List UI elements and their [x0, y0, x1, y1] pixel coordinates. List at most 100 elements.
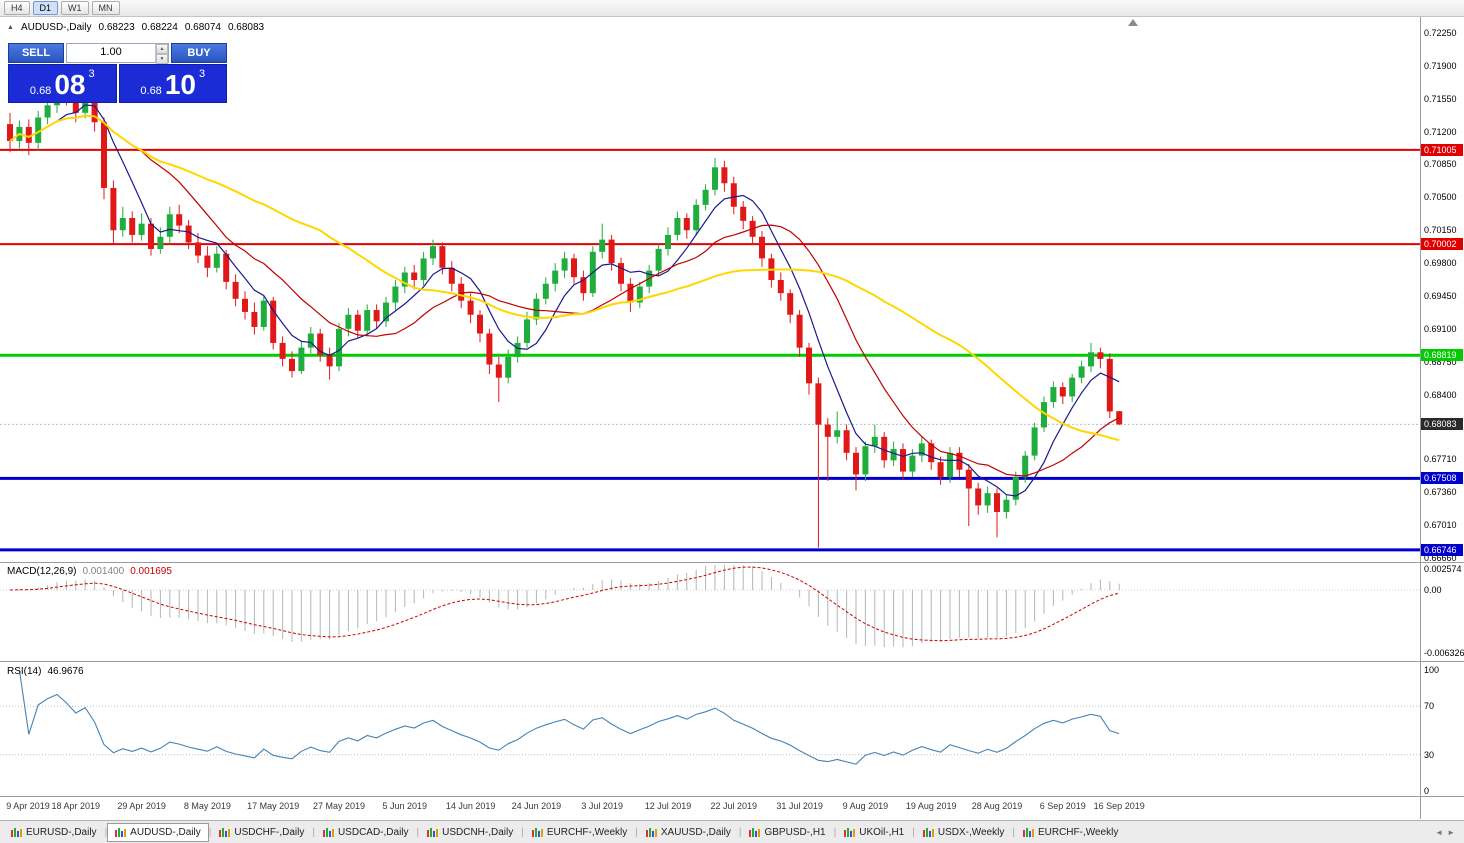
tab-separator: |: [104, 826, 108, 838]
timeframe-button-mn[interactable]: MN: [91, 1, 120, 15]
ohlc-high: 0.68224: [141, 22, 178, 33]
volume-value[interactable]: 1.00: [100, 46, 122, 58]
rsi-value: 46.9676: [47, 666, 84, 677]
price-axis-label: 0.70150: [1424, 225, 1457, 236]
price-axis-label: 0.72250: [1424, 28, 1457, 38]
date-axis-label: 24 Jun 2019: [511, 801, 562, 811]
chart-tab-ukoil-h1[interactable]: UKOil-,H1: [836, 823, 912, 842]
price-level-tag: 0.67508: [1421, 472, 1463, 485]
ohlc-low: 0.68074: [184, 22, 221, 33]
tab-separator: |: [1012, 826, 1015, 838]
ohlc-close: 0.68083: [227, 22, 265, 33]
date-axis-label: 14 Jun 2019: [445, 801, 496, 811]
tab-label: USDCAD-,Daily: [337, 826, 409, 838]
price-axis-label: 0.71200: [1424, 126, 1457, 137]
tab-chart-icon: [645, 828, 657, 837]
price-axis-label: 0.71900: [1424, 60, 1457, 71]
rsi-name: RSI(14): [7, 666, 42, 677]
date-axis-label: 18 Apr 2019: [51, 801, 101, 811]
buy-button[interactable]: BUY: [171, 43, 227, 63]
date-axis-label: 12 Jul 2019: [644, 801, 692, 811]
price-axis-label: 0.69100: [1424, 323, 1457, 334]
tab-separator: |: [416, 826, 420, 838]
price-axis-label: 0.70500: [1424, 192, 1457, 203]
price-axis-label: 0.67360: [1424, 487, 1457, 498]
date-axis-label: 3 Jul 2019: [581, 801, 623, 811]
price-axis-label: 0.67010: [1424, 520, 1457, 531]
tab-separator: |: [521, 826, 524, 838]
ohlc-open: 0.68223: [98, 22, 135, 33]
chart-tab-usdcnh-daily[interactable]: USDCNH-,Daily: [419, 823, 521, 842]
volume-field[interactable]: 1.00 ▲ ▼: [66, 43, 169, 64]
tab-separator: |: [208, 826, 212, 838]
price-level-tag: 0.68819: [1421, 349, 1463, 362]
bid-price-box[interactable]: 0.68 08 3: [8, 64, 117, 103]
tab-label: EURCHF-,Weekly: [1037, 826, 1119, 838]
chart-tab-audusd-daily[interactable]: AUDUSD-,Daily: [107, 822, 209, 842]
macd-axis-label: 0.002574: [1424, 564, 1462, 574]
macd-main-value: 0.001400: [82, 566, 125, 577]
tab-chart-icon: [844, 828, 856, 837]
ask-price-box[interactable]: 0.68 10 3: [118, 64, 227, 103]
macd-indicator-label: MACD(12,26,9) 0.001400 0.001695: [7, 566, 172, 577]
tab-chart-icon: [115, 828, 127, 837]
chart-tab-usdchf-daily[interactable]: USDCHF-,Daily: [211, 823, 312, 842]
tab-chart-icon: [219, 828, 231, 837]
tab-separator: |: [635, 826, 638, 838]
chart-tab-gbpusd-h1[interactable]: GBPUSD-,H1: [741, 823, 833, 842]
chart-tab-xauusd-daily[interactable]: XAUUSD-,Daily: [638, 823, 739, 842]
timeframe-button-d1[interactable]: D1: [32, 1, 59, 15]
ask-price-prefix: 0.68: [140, 85, 162, 97]
price-axis-label: 0.66660: [1424, 552, 1457, 563]
chart-tab-eurchf-weekly[interactable]: EURCHF-,Weekly: [524, 823, 635, 842]
tab-separator: |: [833, 826, 837, 838]
date-axis-label: 6 Sep 2019: [1039, 801, 1086, 811]
sell-button[interactable]: SELL: [8, 43, 64, 63]
chart-tab-eurchf-weekly[interactable]: EURCHF-,Weekly: [1015, 823, 1126, 842]
date-axis-label: 17 May 2019: [247, 801, 300, 811]
rsi-axis-label: 0: [1424, 786, 1430, 796]
tab-label: UKOil-,H1: [859, 826, 905, 838]
volume-up-arrow-icon[interactable]: ▲: [156, 44, 168, 54]
tab-scroll-left-icon[interactable]: ◄: [1435, 827, 1444, 837]
date-axis-label: 16 Sep 2019: [1093, 801, 1145, 811]
rsi-indicator-label: RSI(14) 46.9676: [7, 666, 84, 677]
price-axis-label: 0.69800: [1424, 258, 1457, 269]
tab-chart-icon: [922, 828, 934, 837]
tab-label: XAUUSD-,Daily: [660, 826, 731, 838]
bid-price-prefix: 0.68: [29, 85, 52, 97]
rsi-axis-label: 70: [1424, 701, 1435, 712]
price-level-tag: 0.70002: [1421, 238, 1463, 251]
macd-axis-label: -0.006326: [1424, 648, 1464, 659]
chart-tab-eurusd-daily[interactable]: EURUSD-,Daily: [3, 823, 105, 842]
date-axis-label: 29 Apr 2019: [117, 801, 166, 811]
chart-shift-icon[interactable]: [1128, 19, 1138, 26]
tab-chart-icon: [427, 828, 439, 837]
timeframe-button-w1[interactable]: W1: [61, 1, 89, 15]
chart-tab-bar: EURUSD-,Daily | AUDUSD-,Daily | USDCHF-,Dail…: [0, 820, 1464, 843]
price-axis-label: 0.68750: [1424, 356, 1457, 367]
one-click-trading-panel: SELL 1.00 ▲ ▼ BUY 0.68 08 3 0.68 10 3: [8, 43, 227, 103]
date-axis-label: 8 May 2019: [183, 801, 231, 811]
volume-down-arrow-icon[interactable]: ▼: [156, 54, 168, 64]
tab-label: USDCHF-,Daily: [234, 826, 305, 838]
chart-symbol-label: AUDUSD-,Daily: [20, 22, 92, 33]
rsi-axis-label: 100: [1424, 665, 1440, 675]
date-axis-label: 9 Aug 2019: [842, 801, 889, 811]
price-axis-label: 0.71550: [1424, 93, 1457, 104]
date-axis-label: 5 Jun 2019: [382, 801, 428, 811]
tab-scroll-right-icon[interactable]: ►: [1447, 827, 1455, 837]
price-level-tag: 0.71005: [1421, 143, 1463, 156]
chart-info-line: ▲ AUDUSD-,Daily 0.68223 0.68224 0.68074 …: [7, 22, 264, 33]
macd-signal-value: 0.001695: [130, 566, 172, 577]
timeframe-button-h4[interactable]: H4: [4, 1, 30, 15]
price-axis-label: 0.68400: [1424, 389, 1457, 400]
rsi-axis-label: 30: [1424, 749, 1435, 760]
date-axis-label: 28 Aug 2019: [971, 801, 1023, 811]
tab-chart-icon: [11, 828, 22, 837]
chart-tab-usdcad-daily[interactable]: USDCAD-,Daily: [315, 823, 417, 842]
tab-label: AUDUSD-,Daily: [130, 826, 201, 838]
chart-tab-usdx-weekly[interactable]: USDX-,Weekly: [915, 823, 1013, 842]
tab-label: USDCNH-,Daily: [442, 826, 514, 838]
